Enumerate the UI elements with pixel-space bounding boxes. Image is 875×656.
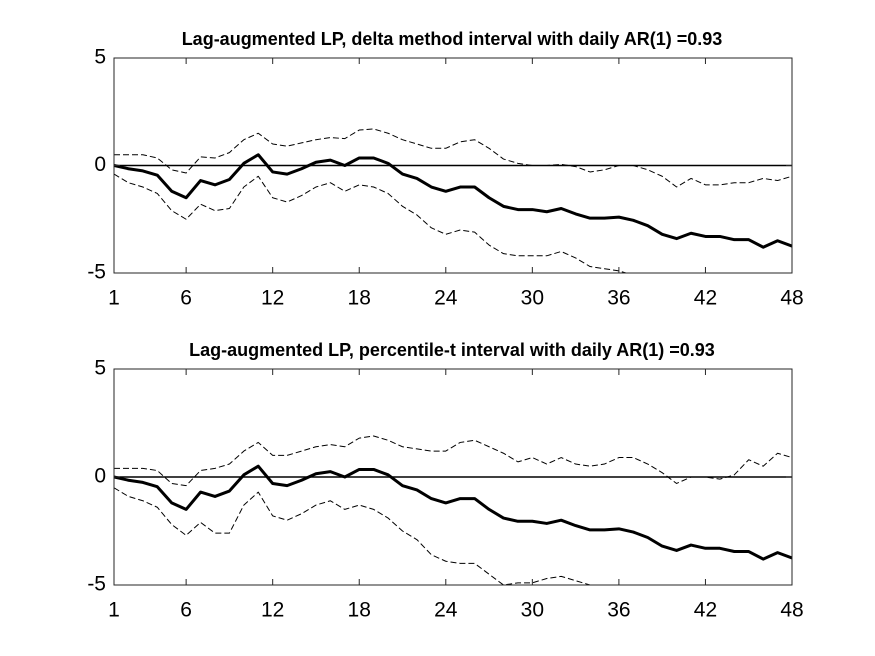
x-tick-label: 48: [780, 599, 803, 622]
x-tick-label: 1: [108, 287, 120, 310]
x-tick-label: 30: [521, 287, 544, 310]
chart-title: Lag-augmented LP, delta method interval …: [182, 29, 723, 49]
interval-line: [114, 435, 792, 487]
y-tick-label: 5: [94, 46, 106, 69]
x-tick-label: 18: [348, 599, 371, 622]
x-tick-label: 6: [180, 599, 192, 622]
x-tick-label: 36: [607, 287, 630, 310]
x-tick-label: 36: [607, 599, 630, 622]
plot-area: [114, 435, 792, 585]
y-tick-label: 0: [94, 153, 106, 176]
interval-line: [114, 128, 792, 188]
estimate-line: [114, 464, 792, 561]
chart-title: Lag-augmented LP, percentile-t interval …: [189, 340, 715, 360]
x-tick-label: 1: [108, 599, 120, 622]
x-tick-label: 48: [780, 287, 803, 310]
y-tick-label: 0: [94, 465, 106, 488]
plot-area: [114, 128, 792, 273]
x-tick-label: 24: [434, 599, 458, 622]
x-tick-label: 42: [694, 287, 717, 310]
x-tick-label: 24: [434, 287, 458, 310]
x-tick-label: 12: [261, 287, 284, 310]
x-tick-label: 30: [521, 599, 544, 622]
interval-line: [114, 173, 628, 273]
y-tick-label: -5: [87, 261, 106, 284]
estimate-line: [114, 153, 792, 249]
x-tick-label: 18: [348, 287, 371, 310]
x-tick-label: 6: [180, 287, 192, 310]
y-tick-label: -5: [87, 573, 106, 596]
y-tick-label: 5: [94, 357, 106, 380]
x-tick-label: 42: [694, 599, 717, 622]
x-tick-label: 12: [261, 599, 284, 622]
interval-line: [114, 487, 592, 585]
